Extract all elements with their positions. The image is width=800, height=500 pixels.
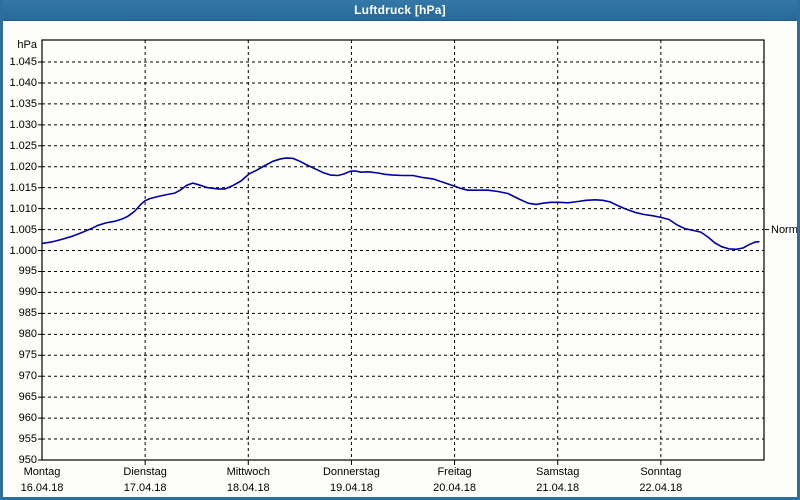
y-axis-tick-label: 1.025 [9, 139, 37, 152]
x-axis-day-label: Dienstag [123, 466, 167, 478]
y-axis-tick-label: 1.020 [9, 160, 37, 173]
y-axis-tick-label: 965 [18, 391, 37, 404]
y-axis-tick-label: 970 [18, 370, 37, 383]
pressure-line [41, 157, 760, 251]
y-axis-tick-label: 985 [18, 307, 37, 320]
x-axis-date-label: 18.04.18 [226, 482, 270, 494]
y-axis-tick-label: 955 [18, 433, 37, 446]
x-axis-day-label: Sonntag [640, 466, 682, 478]
y-axis-tick-label: 1.000 [9, 244, 37, 257]
x-axis-date-label: 16.04.18 [20, 482, 64, 494]
y-axis-tick-label: 1.005 [9, 223, 37, 236]
x-axis-date-label: 17.04.18 [123, 482, 167, 494]
y-axis-tick-label: 1.030 [9, 118, 37, 131]
y-axis-tick-label: 950 [18, 454, 37, 466]
x-axis-date-label: 22.04.18 [639, 482, 683, 494]
x-axis-day-label: Samstag [535, 466, 580, 478]
y-axis-tick-label: 1.045 [9, 56, 37, 68]
window-title: Luftdruck [hPa] [354, 3, 446, 17]
y-axis-tick-label: 980 [18, 328, 37, 341]
y-axis-tick-label: 1.015 [9, 181, 37, 194]
y-axis-tick-label: 1.035 [9, 97, 37, 110]
x-axis-day-label: Freitag [437, 466, 472, 478]
y-axis-tick-label: 990 [18, 286, 37, 299]
y-axis-tick-label: 1.040 [9, 76, 37, 89]
unit-label: hPa [17, 39, 37, 51]
x-axis-date-label: 21.04.18 [536, 482, 580, 494]
x-axis-day-label: Montag [23, 466, 61, 478]
normal-marker-label: Normal [771, 223, 798, 236]
x-axis-day-label: Donnerstag [322, 466, 380, 478]
x-axis-day-label: Mittwoch [226, 466, 270, 478]
y-axis-tick-label: 960 [18, 412, 37, 425]
chart-canvas [38, 39, 769, 465]
window-titlebar[interactable]: Luftdruck [hPa] [3, 0, 797, 21]
plot-border [41, 39, 765, 461]
y-axis-tick-label: 975 [18, 349, 37, 362]
x-axis-date-label: 19.04.18 [330, 482, 373, 494]
y-axis-tick-label: 1.010 [9, 202, 37, 215]
x-axis-date-label: 20.04.18 [433, 482, 476, 494]
y-axis-tick-label: 995 [18, 265, 37, 278]
